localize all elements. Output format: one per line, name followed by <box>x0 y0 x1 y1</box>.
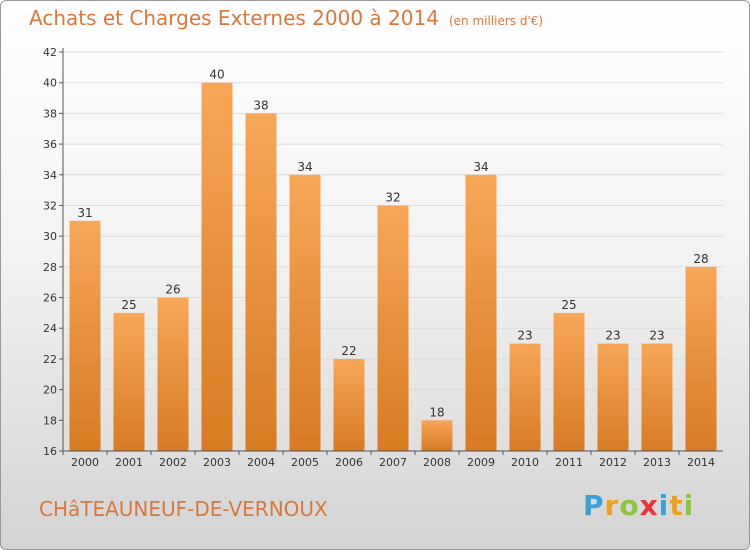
x-tick-label: 2004 <box>247 456 275 469</box>
data-label: 23 <box>605 329 620 343</box>
y-tick-label: 34 <box>43 169 57 182</box>
x-tick-label: 2000 <box>71 456 99 469</box>
logo-letter: i <box>683 489 695 522</box>
bar <box>553 312 585 451</box>
bar <box>289 174 321 451</box>
data-label: 31 <box>77 206 92 220</box>
data-label: 38 <box>253 98 268 112</box>
y-tick-label: 26 <box>43 292 57 305</box>
y-tick-label: 28 <box>43 261 57 274</box>
logo-letter: o <box>619 489 640 522</box>
y-tick-label: 30 <box>43 230 57 243</box>
data-label: 23 <box>517 329 532 343</box>
y-tick-label: 36 <box>43 138 57 151</box>
data-label: 23 <box>649 329 664 343</box>
y-tick-label: 40 <box>43 77 57 90</box>
logo-letter: P <box>583 489 605 522</box>
data-label: 26 <box>165 283 180 297</box>
bars: 31 25 26 40 38 34 22 32 18 34 23 25 23 23 28 <box>69 68 717 451</box>
bar <box>245 113 277 451</box>
y-tick-label: 32 <box>43 199 57 212</box>
x-tick-label: 2014 <box>687 456 715 469</box>
data-label: 34 <box>297 160 312 174</box>
axes: 16 18 20 22 24 26 28 30 32 34 36 38 40 42 2000 2001 2002… <box>43 46 723 469</box>
y-tick-label: 18 <box>43 414 57 427</box>
data-label: 32 <box>385 190 400 204</box>
logo-letter: x <box>639 489 659 522</box>
data-label: 28 <box>693 252 708 266</box>
bar <box>597 343 629 451</box>
data-label: 34 <box>473 160 488 174</box>
data-label: 25 <box>121 298 136 312</box>
city-name: CHâTEAUNEUF-DE-VERNOUX <box>39 497 328 521</box>
y-tick-label: 20 <box>43 384 57 397</box>
data-label: 22 <box>341 344 356 358</box>
unit-label: (en milliers d'€) <box>448 14 544 28</box>
data-label: 18 <box>429 405 444 419</box>
proxiti-logo[interactable]: Proxiti <box>583 489 694 522</box>
bar <box>641 343 673 451</box>
x-tick-label: 2009 <box>467 456 495 469</box>
bar <box>113 312 145 451</box>
x-tick-label: 2001 <box>115 456 143 469</box>
data-label: 40 <box>209 68 224 82</box>
bar <box>421 420 453 451</box>
x-tick-label: 2010 <box>511 456 539 469</box>
bar <box>377 205 409 451</box>
y-tick-label: 38 <box>43 107 57 120</box>
bar <box>333 358 365 451</box>
bar <box>465 174 497 451</box>
data-label: 25 <box>561 298 576 312</box>
chart-title: Achats et Charges Externes 2000 à 2014 (e… <box>29 6 543 30</box>
y-tick-label: 22 <box>43 353 57 366</box>
x-tick-label: 2005 <box>291 456 319 469</box>
x-tick-label: 2007 <box>379 456 407 469</box>
bar <box>69 220 101 451</box>
y-tick-label: 42 <box>43 46 57 59</box>
bar <box>509 343 541 451</box>
y-tick-label: 16 <box>43 445 57 458</box>
x-tick-label: 2013 <box>643 456 671 469</box>
x-tick-label: 2012 <box>599 456 627 469</box>
logo-letter: r <box>604 489 620 522</box>
x-tick-label: 2008 <box>423 456 451 469</box>
bar <box>685 266 717 451</box>
x-tick-label: 2011 <box>555 456 583 469</box>
x-tick-label: 2003 <box>203 456 231 469</box>
bar <box>201 82 233 451</box>
bar <box>157 297 189 451</box>
logo-letter: t <box>669 489 684 522</box>
x-tick-label: 2006 <box>335 456 363 469</box>
x-tick-label: 2002 <box>159 456 187 469</box>
logo-letter: i <box>658 489 670 522</box>
y-tick-label: 24 <box>43 322 57 335</box>
title-text: Achats et Charges Externes 2000 à 2014 <box>29 6 439 30</box>
